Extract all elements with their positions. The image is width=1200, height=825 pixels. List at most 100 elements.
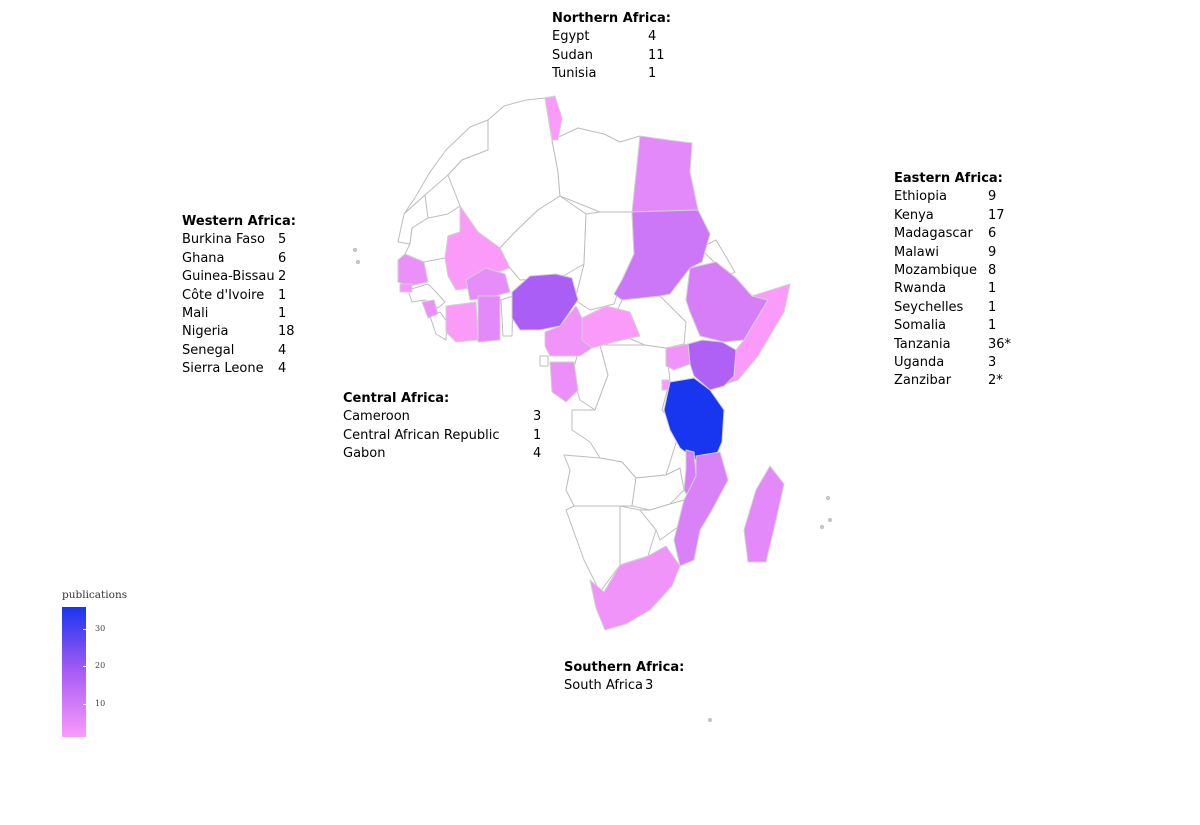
country-guinea-bissau bbox=[399, 283, 413, 293]
legend-tick-label: 10 bbox=[95, 698, 106, 708]
central-row: Cameroon 3 bbox=[343, 408, 541, 426]
publication-count: 8 bbox=[988, 263, 997, 279]
eastern-row: Rwanda 1 bbox=[894, 280, 1011, 298]
eastern-row: Kenya 17 bbox=[894, 207, 1011, 225]
publication-count: 36* bbox=[988, 336, 1012, 352]
country-name: Sudan bbox=[552, 47, 593, 63]
publication-count: 1 bbox=[988, 318, 997, 334]
eastern-row: Somalia 1 bbox=[894, 317, 1011, 335]
island-dot bbox=[826, 496, 830, 500]
northern-row: Tunisia 1 bbox=[552, 65, 671, 83]
southern-row: South Africa 3 bbox=[564, 677, 684, 695]
legend-tick-mark bbox=[83, 703, 86, 705]
western-row: Nigeria 18 bbox=[182, 323, 296, 341]
western-africa-heading: Western Africa: bbox=[182, 214, 296, 229]
western-row: Guinea-Bissau 2 bbox=[182, 268, 296, 286]
publication-count: 3 bbox=[988, 355, 997, 371]
eastern-africa-heading: Eastern Africa: bbox=[894, 171, 1003, 186]
legend-title: publications bbox=[62, 589, 128, 601]
country-botswana bbox=[619, 505, 657, 566]
publication-count: 1 bbox=[988, 299, 997, 315]
western-row: Ghana 6 bbox=[182, 250, 296, 268]
country-sudan bbox=[613, 209, 711, 301]
eastern-row: Mozambique 8 bbox=[894, 262, 1011, 280]
central-row: Gabon 4 bbox=[343, 445, 541, 463]
country-name: South Africa bbox=[564, 678, 643, 694]
publication-count: 3 bbox=[645, 678, 654, 694]
country-nigeria bbox=[511, 273, 579, 331]
country-name: Kenya bbox=[894, 207, 934, 223]
country-name: Côte d'Ivoire bbox=[182, 287, 265, 303]
legend-tick-mark bbox=[83, 629, 86, 631]
island-dot bbox=[356, 260, 360, 264]
eastern-row: Zanzibar 2* bbox=[894, 372, 1011, 390]
publication-count: 4 bbox=[278, 342, 287, 358]
eastern-row: Uganda 3 bbox=[894, 354, 1011, 372]
western-africa-panel: Western Africa: Burkina Faso 5 Ghana 6 Guine… bbox=[182, 213, 296, 379]
western-row: Côte d'Ivoire 1 bbox=[182, 287, 296, 305]
eastern-row: Tanzania 36* bbox=[894, 336, 1011, 354]
country-gabon bbox=[549, 361, 579, 403]
publication-count: 4 bbox=[533, 446, 542, 462]
country-name: Somalia bbox=[894, 318, 947, 334]
country-guinea bbox=[407, 283, 446, 309]
country-name: Zanzibar bbox=[894, 373, 952, 389]
island-dot bbox=[820, 525, 824, 529]
country-name: Nigeria bbox=[182, 324, 229, 340]
country-uganda bbox=[665, 343, 691, 371]
publication-count: 1 bbox=[278, 306, 287, 322]
island-dot bbox=[708, 718, 712, 722]
country-tunisia bbox=[544, 95, 563, 141]
northern-africa-panel: Northern Africa: Egypt 4 Sudan 11 Tunisia 1 bbox=[552, 10, 671, 84]
legend-tick-label: 30 bbox=[95, 624, 106, 634]
country-madagascar bbox=[743, 465, 785, 563]
country-name: Malawi bbox=[894, 244, 940, 260]
southern-africa-heading: Southern Africa: bbox=[564, 660, 685, 675]
publication-count: 2* bbox=[988, 373, 1003, 389]
country-togo-benin bbox=[500, 295, 514, 337]
northern-africa-heading: Northern Africa: bbox=[552, 11, 671, 26]
western-row: Senegal 4 bbox=[182, 342, 296, 360]
country-south-africa bbox=[589, 545, 681, 631]
country-cote-divoire bbox=[445, 301, 479, 343]
country-egypt bbox=[631, 135, 699, 213]
country-name: Central African Republic bbox=[343, 427, 500, 443]
publication-count: 6 bbox=[988, 226, 997, 242]
country-name: Uganda bbox=[894, 355, 945, 371]
country-car bbox=[581, 305, 641, 349]
central-africa-panel: Central Africa: Cameroon 3 Central African… bbox=[343, 390, 541, 464]
publication-count: 1 bbox=[278, 287, 287, 303]
country-mozambique bbox=[673, 451, 729, 567]
northern-row: Sudan 11 bbox=[552, 47, 671, 65]
country-name: Madagascar bbox=[894, 226, 973, 242]
country-name: Egypt bbox=[552, 29, 590, 45]
country-somalia bbox=[725, 283, 791, 385]
country-burkina-faso bbox=[465, 267, 511, 301]
publication-count: 3 bbox=[533, 409, 542, 425]
island-dot bbox=[828, 518, 832, 522]
publication-count: 1 bbox=[648, 66, 657, 82]
legend-tick-label: 20 bbox=[95, 661, 106, 671]
eastern-row: Seychelles 1 bbox=[894, 299, 1011, 317]
central-africa-heading: Central Africa: bbox=[343, 391, 450, 406]
central-row: Central African Republic 1 bbox=[343, 427, 541, 445]
northern-row: Egypt 4 bbox=[552, 28, 671, 46]
country-name: Tanzania bbox=[894, 336, 951, 352]
country-ghana bbox=[477, 295, 501, 343]
country-name: Gabon bbox=[343, 446, 386, 462]
country-name: Burkina Faso bbox=[182, 232, 265, 248]
publication-count: 4 bbox=[648, 29, 657, 45]
publication-count: 18 bbox=[278, 324, 295, 340]
country-senegal bbox=[397, 253, 429, 287]
country-name: Senegal bbox=[182, 342, 235, 358]
island-dot bbox=[353, 248, 357, 252]
country-name: Cameroon bbox=[343, 409, 410, 425]
country-name: Rwanda bbox=[894, 281, 947, 297]
country-name: Sierra Leone bbox=[182, 361, 264, 377]
southern-africa-panel: Southern Africa: South Africa 3 bbox=[564, 659, 684, 696]
country-name: Guinea-Bissau bbox=[182, 269, 275, 285]
eastern-row: Malawi 9 bbox=[894, 244, 1011, 262]
country-name: Mozambique bbox=[894, 263, 977, 279]
legend-tick-mark bbox=[83, 666, 86, 668]
